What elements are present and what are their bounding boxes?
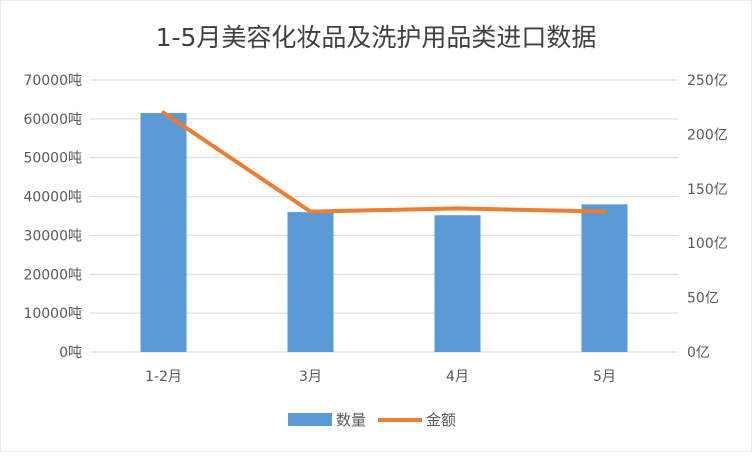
left-tick-label: 60000吨 bbox=[23, 112, 82, 128]
gridlines bbox=[90, 79, 678, 353]
left-tick-label: 10000吨 bbox=[23, 306, 82, 322]
legend-label-line: 金额 bbox=[426, 411, 456, 429]
line-point bbox=[161, 110, 166, 115]
right-tick-label: 200亿 bbox=[687, 127, 728, 143]
bar bbox=[140, 113, 187, 353]
line-point bbox=[602, 209, 607, 214]
legend-label-bar: 数量 bbox=[336, 411, 366, 429]
left-tick-label: 40000吨 bbox=[23, 190, 82, 206]
line-series-path bbox=[161, 110, 607, 214]
right-tick-label: 0亿 bbox=[687, 345, 710, 361]
line-point bbox=[308, 209, 313, 214]
left-tick-label: 30000吨 bbox=[23, 228, 82, 244]
left-y-axis: 0吨 10000吨 20000吨 30000吨 40000吨 50000吨 60000吨 70… bbox=[23, 73, 82, 361]
bar bbox=[287, 212, 334, 352]
legend: 数量 金额 bbox=[288, 411, 456, 429]
x-axis: 1-2月 3月 4月 5月 bbox=[145, 369, 616, 385]
bar bbox=[581, 204, 628, 352]
left-tick-label: 0吨 bbox=[59, 345, 82, 361]
chart-title: 1-5月美容化妆品及洗护用品类进口数据 bbox=[156, 23, 597, 52]
category-label: 1-2月 bbox=[145, 369, 182, 385]
line-series bbox=[161, 110, 607, 214]
category-label: 3月 bbox=[299, 369, 322, 385]
category-label: 5月 bbox=[593, 369, 616, 385]
bar-series bbox=[140, 113, 628, 353]
line-point bbox=[455, 206, 460, 211]
left-tick-label: 70000吨 bbox=[23, 73, 82, 89]
right-tick-label: 250亿 bbox=[687, 73, 728, 89]
right-tick-label: 150亿 bbox=[687, 182, 728, 198]
legend-swatch-bar bbox=[288, 413, 332, 426]
right-tick-label: 100亿 bbox=[687, 236, 728, 252]
category-label: 4月 bbox=[446, 369, 469, 385]
bar bbox=[434, 215, 481, 352]
left-tick-label: 50000吨 bbox=[23, 151, 82, 167]
left-tick-label: 20000吨 bbox=[23, 267, 82, 283]
right-tick-label: 50亿 bbox=[687, 291, 719, 307]
right-y-axis: 0亿 50亿 100亿 150亿 200亿 250亿 bbox=[687, 73, 728, 361]
